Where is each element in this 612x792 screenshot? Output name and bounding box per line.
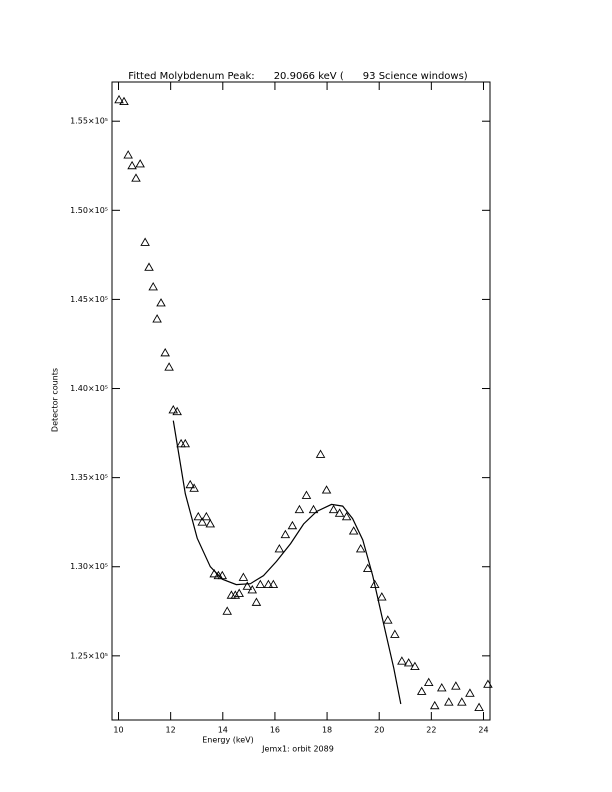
x-tick-label: 16	[270, 726, 280, 735]
x-tick-label: 20	[374, 726, 384, 735]
x-tick-label: 18	[322, 726, 332, 735]
y-tick-label: 1.25×10⁵	[70, 651, 108, 660]
plot-frame	[111, 81, 491, 721]
y-tick-label: 1.35×10⁵	[70, 473, 108, 482]
data-point	[403, 658, 414, 667]
y-tick-label: 1.45×10⁵	[70, 295, 108, 304]
data-point	[369, 579, 380, 589]
x-tick-label: 22	[426, 726, 436, 735]
fit-curve	[172, 420, 402, 705]
data-point	[247, 584, 258, 594]
y-tick-label: 1.30×10⁵	[70, 562, 108, 571]
data-point	[222, 606, 233, 615]
y-tick-label: 1.50×10⁵	[70, 206, 108, 215]
data-point	[429, 700, 440, 710]
data-point	[397, 656, 407, 665]
data-point	[127, 160, 137, 170]
data-point	[144, 262, 154, 271]
data-point	[156, 298, 166, 307]
data-point	[168, 405, 179, 414]
data-point	[180, 438, 191, 448]
data-point	[230, 590, 241, 599]
data-point	[119, 96, 129, 106]
data-point	[355, 544, 366, 553]
data-point	[483, 679, 493, 688]
data-point	[465, 688, 475, 697]
data-point	[362, 563, 373, 572]
x-tick-label: 24	[478, 726, 488, 735]
data-point	[321, 485, 332, 494]
data-point	[160, 347, 170, 357]
data-point	[135, 159, 145, 168]
data-point	[287, 520, 298, 530]
data-point	[164, 362, 174, 371]
data-point	[251, 597, 262, 606]
x-tick-label: 14	[218, 726, 228, 735]
data-point	[436, 683, 447, 692]
data-point	[328, 504, 339, 514]
data-point	[238, 572, 249, 581]
data-point	[193, 511, 204, 521]
data-point	[197, 517, 207, 526]
data-point	[410, 661, 420, 670]
x-axis-label: Energy (keV)	[202, 736, 254, 745]
x-tick-label: 12	[166, 726, 176, 735]
data-point	[390, 629, 400, 638]
data-point	[185, 479, 195, 489]
data-point	[315, 449, 326, 458]
data-point	[234, 588, 244, 597]
data-point	[280, 529, 291, 539]
data-point	[348, 526, 359, 535]
data-point	[457, 697, 467, 706]
data-point	[294, 504, 305, 514]
data-point	[263, 579, 274, 589]
data-point	[201, 511, 212, 521]
chart-title: Fitted Molybdenum Peak: 20.9066 keV ( 93…	[128, 71, 468, 82]
y-tick-label: 1.40×10⁵	[70, 384, 108, 393]
data-point	[416, 686, 427, 695]
data-point	[268, 579, 279, 589]
data-point	[308, 504, 319, 514]
data-point	[172, 406, 182, 416]
data-point	[140, 237, 150, 246]
data-point	[123, 150, 133, 159]
x-tick-label: 10	[113, 726, 123, 735]
y-tick-label: 1.55×10⁵	[70, 117, 108, 126]
data-point	[131, 173, 141, 182]
data-point	[148, 282, 158, 291]
data-point	[205, 519, 216, 528]
data-point	[341, 511, 352, 521]
data-point	[255, 579, 266, 589]
data-point	[274, 544, 285, 553]
annotation: Jemx1: orbit 2089	[261, 745, 334, 754]
data-point	[301, 490, 312, 499]
data-point	[474, 702, 484, 711]
data-point	[152, 314, 162, 323]
data-point	[189, 483, 199, 492]
data-point	[377, 592, 387, 601]
data-point	[114, 94, 124, 104]
data-point	[444, 697, 454, 706]
data-point	[423, 677, 434, 687]
data-point	[334, 508, 345, 517]
data-point	[383, 615, 393, 624]
y-axis-label: Detector counts	[51, 368, 60, 432]
data-point	[242, 581, 253, 590]
data-point	[451, 681, 461, 690]
